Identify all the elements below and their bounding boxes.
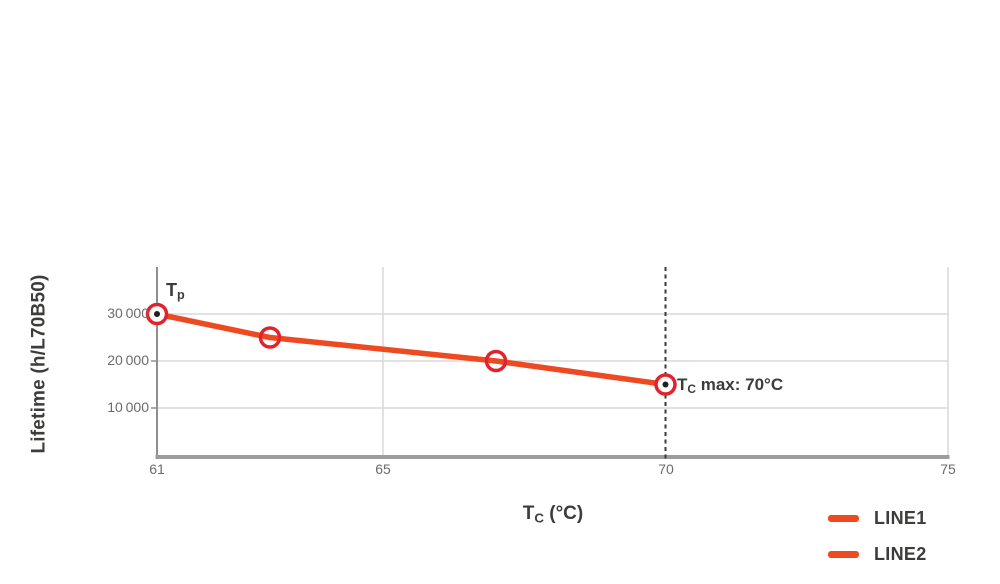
x-tick-label-75: 75 bbox=[940, 461, 956, 477]
annotation-tp: Tp bbox=[166, 280, 185, 302]
x-axis-label: TC (°C) bbox=[453, 503, 653, 525]
legend-swatch-line2-icon bbox=[828, 550, 859, 558]
annotation-tc-max: TC max: 70°C bbox=[677, 375, 783, 396]
y-tick-label-20000: 20 000 bbox=[107, 352, 149, 368]
x-axis-label-sub: C bbox=[534, 510, 544, 526]
annotation-tc-max-sub: C bbox=[687, 381, 696, 396]
chart-legend: LINE1 LINE2 bbox=[828, 507, 927, 579]
x-axis-label-main: T bbox=[522, 503, 535, 524]
legend-row-line1: LINE1 bbox=[828, 507, 927, 529]
x-tick-label-65: 65 bbox=[375, 461, 391, 477]
y-tick-label-10000: 10 000 bbox=[107, 399, 149, 415]
y-axis-label: Lifetime (h/L70B50) bbox=[29, 274, 50, 454]
legend-swatch-line1-icon bbox=[828, 514, 859, 522]
annotation-tp-sub: p bbox=[177, 288, 185, 303]
legend-label-line2: LINE2 bbox=[874, 543, 927, 564]
legend-row-line2: LINE2 bbox=[828, 543, 927, 565]
annotation-tc-max-rest: max: 70°C bbox=[695, 375, 784, 394]
y-tick-label-30000: 30 000 bbox=[107, 305, 149, 321]
x-tick-label-61: 61 bbox=[149, 461, 165, 477]
annotation-tc-max-main: T bbox=[677, 375, 688, 394]
y-axis-label-wrap: Lifetime (h/L70B50) bbox=[16, 160, 64, 568]
x-axis-label-rest: (°C) bbox=[543, 503, 584, 524]
legend-label-line1: LINE1 bbox=[874, 507, 927, 528]
annotation-tp-main: T bbox=[166, 280, 177, 300]
x-tick-label-70: 70 bbox=[658, 461, 674, 477]
